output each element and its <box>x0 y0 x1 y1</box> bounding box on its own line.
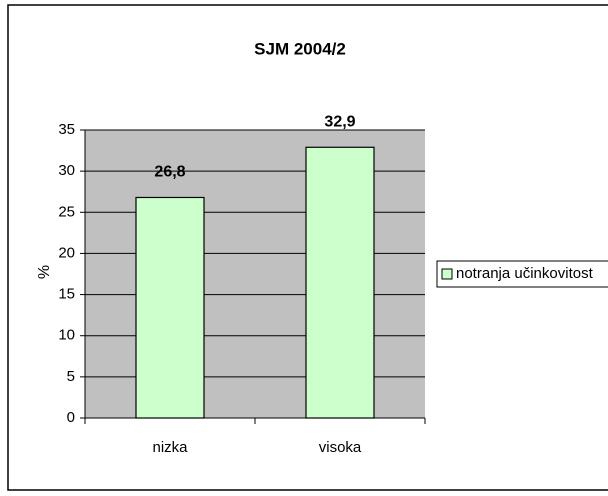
y-tick-label: 0 <box>67 409 75 426</box>
chart-title: SJM 2004/2 <box>254 39 346 58</box>
y-tick-label: 5 <box>67 368 75 385</box>
x-tick-label: nizka <box>152 439 188 456</box>
bar <box>135 196 205 419</box>
bar <box>305 146 375 419</box>
y-tick-label: 30 <box>58 162 75 179</box>
data-label: 32,9 <box>324 113 355 130</box>
x-tick-label: visoka <box>319 439 362 456</box>
y-tick-label: 15 <box>58 286 75 303</box>
legend-box <box>436 260 608 288</box>
y-tick-label: 25 <box>58 203 75 220</box>
y-tick-label: 10 <box>58 327 75 344</box>
data-label: 26,8 <box>154 164 185 181</box>
y-tick-label: 20 <box>58 244 75 261</box>
y-axis-label: % <box>36 265 53 279</box>
y-tick-label: 35 <box>58 121 75 138</box>
legend-label: notranja učinkovitost <box>456 265 594 282</box>
legend-swatch <box>441 268 453 280</box>
